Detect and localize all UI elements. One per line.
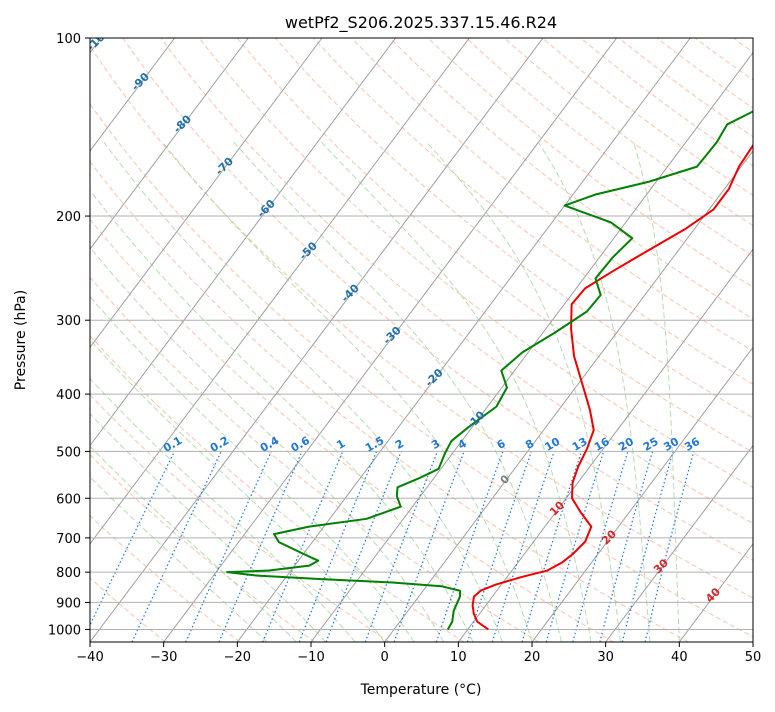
isotherm [90,38,544,642]
y-tick-label: 300 [56,314,81,329]
x-tick-label: −40 [76,650,103,665]
dry-adiabat [90,160,689,642]
dry-adiabat [313,38,753,385]
dry-adiabat [580,38,753,167]
x-tick-label: 0 [381,650,389,665]
mixing-ratio-line [466,451,533,642]
dry-adiabat [90,218,614,642]
mixing-ratio-line [90,451,176,627]
dry-adiabat [90,394,390,642]
isotherm [236,38,691,642]
mixing-ratio-line [393,451,465,642]
mixing-ratio-line [131,451,222,642]
mixing-ratio-line [521,451,583,642]
mixing-ratio-line [545,451,605,642]
profiles [226,110,753,631]
axes: −40 −30 −20 −10 0 10 20 30 40 50 100 200 300 400 500 60… [48,32,761,665]
dry-adiabat [236,38,753,453]
isotherm [90,38,397,447]
y-tick-label: 400 [56,388,81,403]
dry-adiabat [90,45,753,599]
x-tick-label: −20 [224,650,251,665]
y-tick-label: 600 [56,492,81,507]
dry-adiabat [504,38,753,227]
dewpoint-profile-line [226,110,753,630]
dry-adiabat [90,454,315,642]
mixing-ratio-line [218,451,303,642]
isotherm [90,38,249,250]
mixing-ratio-line [435,451,504,642]
x-tick-label: 20 [524,650,541,665]
isotherm [310,51,753,642]
pressure-gridlines [90,38,753,630]
x-tick-label: 10 [450,650,467,665]
dry-adiabat [465,38,753,257]
dry-adiabat [90,334,465,642]
mixing-ratio-line [185,451,272,642]
mixing-ratio-line [262,451,344,642]
x-tick-label: −10 [297,650,324,665]
x-tick-label: 30 [597,650,614,665]
dry-adiabat [160,38,753,525]
isotherm [163,38,618,642]
y-tick-label: 900 [56,596,81,611]
mixing-ratio-line [491,451,555,642]
y-tick-label: 200 [56,210,81,225]
y-tick-label: 1000 [48,623,81,638]
isotherm [90,38,323,349]
x-axis-label: Temperature (°C) [360,682,482,698]
y-tick-label: 500 [56,445,81,460]
dry-adiabat [122,38,753,561]
y-axis-label: Pressure (hPa) [13,290,29,390]
isotherm [90,38,470,545]
mixing-ratio-line [644,451,695,642]
dry-adiabat [198,38,753,489]
mixing-ratio-line [621,451,674,642]
dry-adiabat [275,38,753,419]
chart-title: wetPf2_S206.2025.337.15.46.R24 [285,13,557,33]
isotherm [605,444,753,642]
x-tick-label: −30 [150,650,177,665]
isotherm [457,248,753,642]
temperature-profile-line [471,143,753,631]
y-tick-label: 100 [56,32,81,47]
mixing-ratio-line [599,451,654,642]
dry-adiabat [542,38,753,196]
plot-frame [89,37,754,643]
y-tick-label: 700 [56,532,81,547]
isotherm [384,150,753,642]
x-tick-label: 40 [671,650,688,665]
y-tick-label: 800 [56,566,81,581]
dry-adiabat [389,38,753,320]
mixing-ratio-line [572,451,629,642]
x-tick-label: 50 [745,650,762,665]
isotherm [531,346,753,642]
isotherm [90,38,176,152]
